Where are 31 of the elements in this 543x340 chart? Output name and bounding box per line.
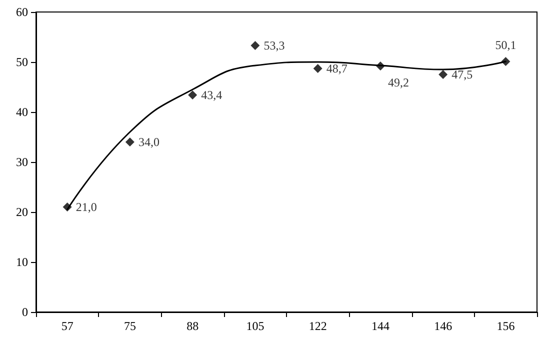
data-label: 53,3	[264, 38, 285, 52]
x-tick-label: 75	[124, 319, 136, 333]
data-label: 47,5	[452, 68, 473, 82]
x-tick-label: 144	[371, 319, 390, 333]
y-tick-label: 60	[16, 5, 28, 19]
y-tick-label: 0	[22, 305, 28, 319]
point	[188, 90, 198, 100]
x-tick-label: 57	[61, 319, 74, 333]
point	[125, 138, 134, 146]
point	[250, 41, 260, 50]
point	[62, 202, 72, 212]
y-tick-label: 20	[16, 205, 28, 219]
data-label: 48,7	[326, 62, 348, 76]
point	[438, 70, 448, 79]
point	[501, 57, 510, 66]
x-tick-label: 122	[308, 319, 327, 333]
x-tick-label: 146	[434, 319, 452, 333]
data-label: 43,4	[201, 88, 222, 102]
x-tick-label: 156	[496, 319, 515, 333]
data-label: 21,0	[76, 200, 97, 214]
data-label: 34,0	[138, 135, 160, 149]
y-tick-label: 40	[16, 105, 28, 119]
x-tick-label: 105	[246, 319, 264, 333]
x-tick-label: 88	[186, 319, 199, 333]
y-tick-label: 10	[16, 255, 28, 269]
point	[313, 64, 322, 73]
point	[376, 62, 385, 70]
y-tick-label: 30	[16, 155, 28, 169]
data-label: 50,1	[495, 38, 516, 52]
y-tick-label: 50	[16, 55, 28, 69]
data-label: 49,2	[388, 76, 409, 90]
